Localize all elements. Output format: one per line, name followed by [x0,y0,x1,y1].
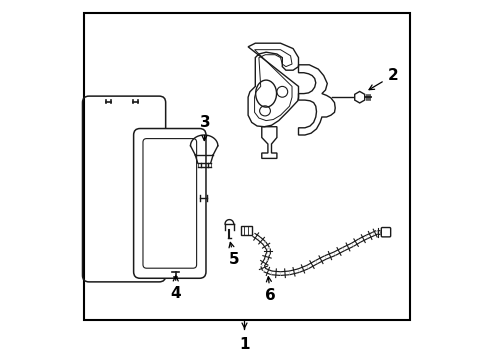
Text: 4: 4 [170,276,181,301]
FancyBboxPatch shape [381,228,390,237]
Bar [241,226,251,235]
FancyBboxPatch shape [133,129,205,278]
Bar [84,13,409,320]
Text: 3: 3 [199,115,210,140]
Text: 1: 1 [239,337,249,352]
Text: 2: 2 [368,68,397,90]
FancyBboxPatch shape [142,139,196,268]
Text: 6: 6 [264,277,275,303]
Text: 5: 5 [228,242,239,267]
